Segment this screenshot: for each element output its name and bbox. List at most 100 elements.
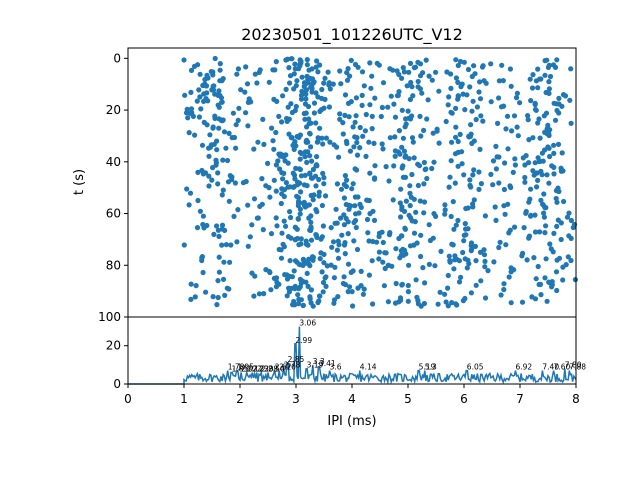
scatter-point — [273, 129, 279, 136]
scatter-point — [553, 188, 560, 194]
scatter-point — [402, 124, 408, 130]
scatter-point — [461, 172, 467, 178]
scatter-point — [401, 208, 408, 214]
scatter-point — [217, 61, 223, 67]
scatter-point — [298, 150, 304, 156]
scatter-point — [226, 198, 232, 204]
scatter-point — [242, 89, 248, 95]
scatter-point — [488, 99, 494, 105]
scatter-point — [216, 125, 222, 131]
scatter-point — [551, 230, 557, 236]
scatter-point — [216, 88, 222, 94]
scatter-point — [406, 262, 412, 268]
scatter-point — [261, 141, 267, 147]
peak-label: 7.40 — [542, 363, 559, 372]
scatter-point — [556, 101, 562, 107]
scatter-point — [478, 113, 484, 119]
scatter-point — [294, 182, 301, 188]
scatter-point — [273, 59, 279, 65]
scatter-point — [350, 181, 356, 187]
scatter-point — [307, 131, 313, 137]
scatter-point — [546, 90, 552, 96]
scatter-point — [259, 176, 265, 182]
scatter-point — [188, 89, 194, 95]
scatter-point — [360, 133, 366, 139]
peak-label: 1.78 — [228, 363, 245, 372]
scatter-point — [417, 86, 423, 92]
scatter-point — [558, 168, 565, 174]
scatter-point — [468, 290, 474, 296]
scatter-point — [321, 260, 327, 266]
scatter-point — [353, 95, 359, 101]
scatter-point — [498, 104, 505, 110]
peak-label: 7.80 — [565, 361, 582, 370]
scatter-point — [198, 106, 204, 112]
scatter-point — [234, 239, 240, 245]
scatter-point — [340, 131, 346, 137]
scatter-point — [215, 102, 221, 108]
scatter-point — [524, 257, 530, 263]
scatter-point — [568, 120, 574, 126]
scatter-point — [296, 242, 302, 248]
scatter-point — [380, 239, 386, 246]
scatter-plot: 0 20 40 60 80 100 t (s) — [72, 47, 579, 324]
scatter-point — [520, 155, 526, 161]
scatter-point — [243, 110, 249, 116]
scatter-point — [535, 120, 541, 126]
peak-label: 2.85 — [288, 355, 305, 364]
scatter-point — [345, 66, 351, 72]
scatter-point — [534, 170, 540, 176]
scatter-point — [304, 57, 310, 63]
scatter-point — [303, 110, 309, 116]
scatter-point — [304, 260, 310, 266]
scatter-point — [438, 248, 444, 254]
scatter-point — [467, 177, 473, 183]
scatter-point — [323, 193, 329, 199]
scatter-point — [295, 292, 301, 298]
scatter-point — [360, 291, 366, 297]
scatter-point — [453, 105, 459, 111]
scatter-point — [534, 184, 540, 190]
scatter-point — [245, 123, 251, 129]
scatter-point — [352, 119, 358, 125]
scatter-point — [566, 233, 572, 239]
scatter-point — [268, 231, 275, 237]
scatter-point — [430, 130, 436, 136]
scatter-point — [541, 210, 547, 216]
scatter-point — [405, 289, 411, 295]
scatter-point — [536, 116, 542, 122]
scatter-point — [261, 291, 267, 297]
scatter-point — [400, 246, 406, 252]
scatter-point — [399, 107, 405, 113]
scatter-point — [230, 110, 236, 116]
scatter-point — [292, 61, 298, 67]
peak-label: 1.95 — [237, 363, 254, 372]
scatter-point — [490, 158, 497, 164]
scatter-point — [194, 225, 201, 231]
scatter-point — [447, 258, 453, 264]
scatter-point — [406, 212, 412, 218]
scatter-point — [526, 233, 533, 239]
scatter-point — [292, 283, 298, 289]
scatter-point — [338, 215, 344, 221]
scatter-point — [200, 221, 206, 228]
scatter-point — [391, 163, 397, 169]
scatter-point — [376, 249, 382, 255]
scatter-point — [450, 242, 456, 248]
scatter-point — [551, 171, 557, 177]
scatter-point — [257, 67, 263, 73]
scatter-point — [381, 283, 387, 289]
scatter-point — [302, 116, 308, 122]
peak-label: 5.19 — [419, 363, 436, 372]
scatter-point — [196, 114, 202, 120]
scatter-point — [473, 258, 479, 264]
scatter-point — [563, 262, 569, 268]
scatter-point — [450, 199, 456, 205]
scatter-point — [220, 276, 227, 282]
scatter-point — [431, 159, 437, 165]
scatter-point — [184, 186, 190, 192]
scatter-point — [541, 113, 547, 119]
scatter-point — [367, 60, 373, 66]
scatter-point — [339, 232, 345, 238]
scatter-point — [420, 265, 426, 271]
